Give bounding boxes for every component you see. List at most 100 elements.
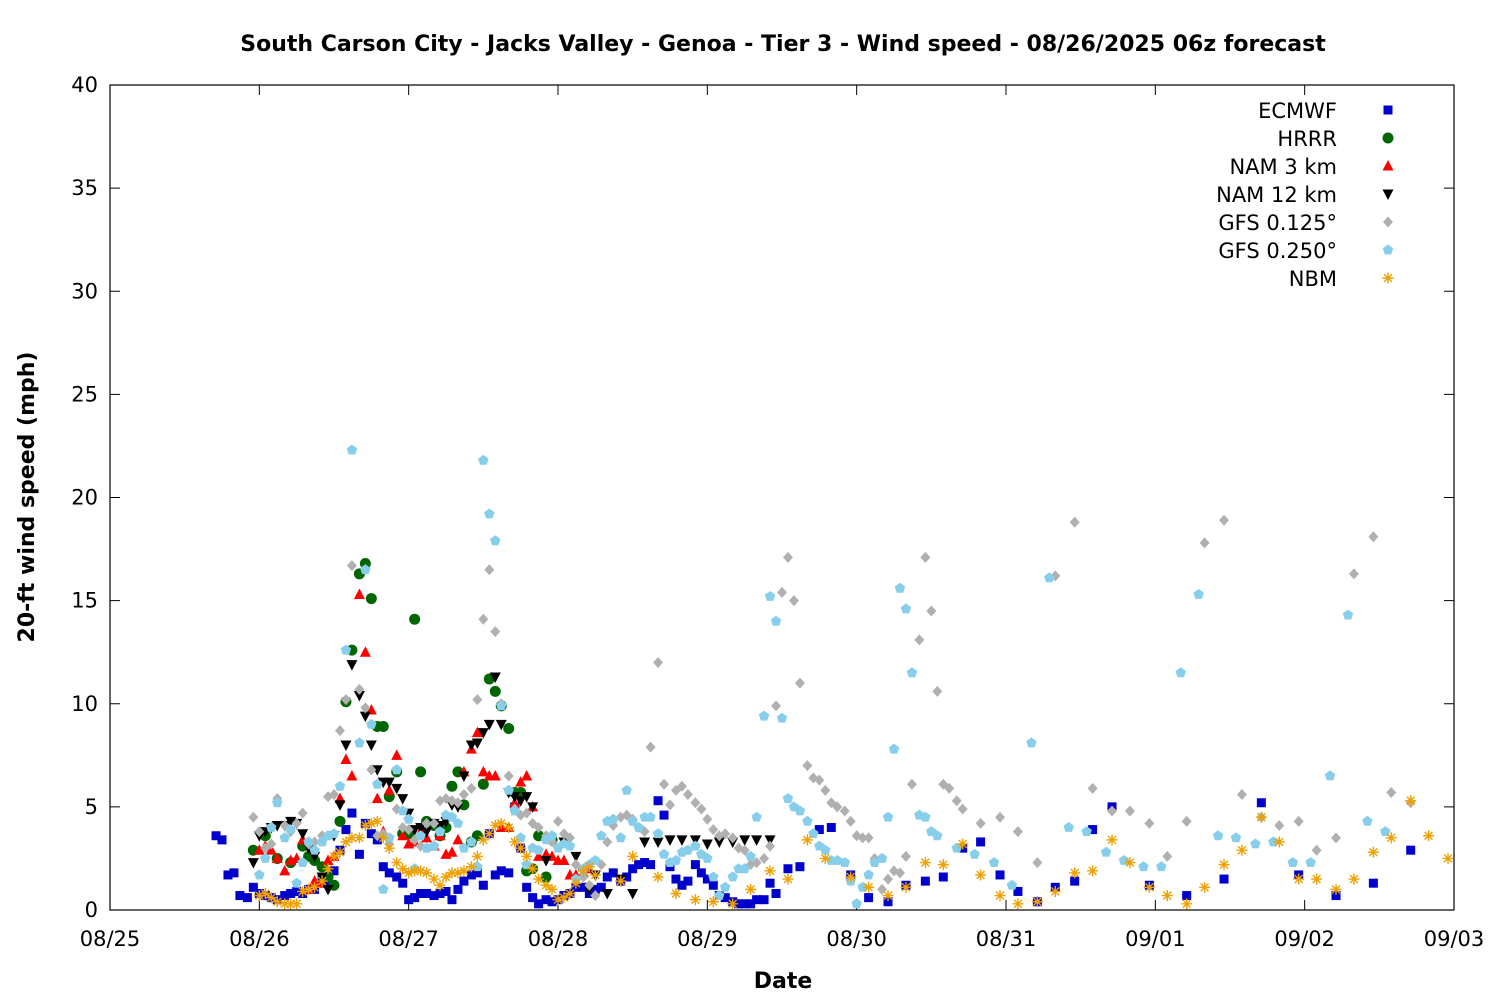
data-point (1144, 817, 1155, 829)
data-point (253, 844, 265, 855)
data-point (863, 881, 875, 893)
legend: ECMWF HRRR NAM 3 km NAM 12 km GFS 0.125° GFS … (1216, 99, 1394, 291)
data-point (746, 899, 756, 909)
data-point (634, 860, 644, 870)
y-tick-label: 35 (71, 176, 98, 200)
data-point (739, 863, 750, 874)
data-point (266, 822, 277, 832)
data-point (477, 778, 489, 790)
data-point (365, 817, 377, 829)
data-point (969, 848, 980, 859)
data-point (788, 595, 799, 607)
data-point (297, 885, 309, 897)
data-point (528, 893, 538, 903)
data-point (608, 813, 619, 824)
data-point (802, 815, 813, 826)
data-point (577, 865, 589, 877)
data-point (303, 836, 314, 847)
data-point (465, 861, 477, 873)
data-point (589, 869, 601, 881)
data-point (428, 840, 440, 851)
data-point (546, 830, 558, 841)
data-point (682, 789, 693, 800)
data-point (292, 886, 302, 896)
data-point (1348, 873, 1360, 885)
data-point (794, 677, 805, 689)
data-point (322, 884, 334, 896)
data-point (794, 805, 806, 816)
data-point (452, 867, 464, 879)
data-point (1088, 825, 1098, 835)
data-point (1161, 890, 1173, 902)
data-point (1138, 861, 1149, 872)
data-point (503, 784, 514, 795)
data-point (272, 797, 283, 808)
data-point (242, 893, 252, 903)
data-point (329, 866, 339, 876)
data-point (334, 780, 346, 791)
data-point (309, 881, 321, 893)
data-point (452, 797, 463, 809)
data-point (659, 778, 670, 790)
data-point (1199, 537, 1210, 549)
data-point (627, 889, 639, 900)
data-point (876, 852, 888, 863)
data-point (415, 823, 427, 834)
data-point (415, 766, 427, 778)
legend-marker (1383, 216, 1393, 228)
data-point (900, 850, 911, 862)
data-point (421, 817, 432, 829)
data-point (914, 634, 925, 646)
y-tick-label: 20 (71, 486, 98, 510)
data-point (900, 881, 912, 893)
data-point (472, 868, 482, 878)
data-point (489, 672, 501, 683)
data-point (951, 795, 962, 807)
data-point (937, 859, 949, 871)
data-point (478, 880, 488, 890)
data-point (503, 770, 514, 782)
data-point (279, 898, 291, 910)
data-point (777, 586, 787, 598)
series-nam-3-km (253, 588, 595, 894)
data-point (652, 828, 664, 839)
data-point (496, 866, 506, 876)
series-ecmwf (211, 796, 1416, 909)
data-point (920, 811, 931, 822)
data-point (776, 712, 788, 723)
data-point (397, 805, 408, 816)
data-point (820, 784, 831, 796)
data-point (1236, 844, 1248, 856)
data-point (446, 780, 458, 792)
y-tick-label: 15 (71, 589, 98, 613)
data-point (353, 691, 365, 702)
data-point (297, 829, 309, 840)
data-point (316, 875, 328, 887)
data-point (496, 700, 507, 711)
data-point (340, 740, 352, 751)
data-point (883, 897, 893, 907)
data-point (458, 789, 469, 800)
data-point (683, 876, 693, 886)
data-point (676, 835, 688, 846)
data-point (839, 805, 850, 817)
data-point (920, 551, 931, 563)
data-point (590, 884, 600, 894)
data-point (521, 850, 533, 862)
data-point (359, 711, 371, 723)
data-point (596, 830, 607, 841)
data-point (869, 857, 880, 867)
data-point (452, 833, 464, 845)
data-point (366, 718, 377, 729)
data-point (920, 876, 930, 886)
data-point (459, 876, 469, 886)
legend-marker (1382, 189, 1394, 200)
data-point (1087, 865, 1099, 877)
data-point (211, 831, 221, 841)
data-point (751, 811, 762, 822)
series-gfs-0-250- (254, 444, 1391, 909)
data-point (1049, 885, 1061, 897)
data-point (503, 822, 515, 833)
data-point (458, 865, 470, 877)
